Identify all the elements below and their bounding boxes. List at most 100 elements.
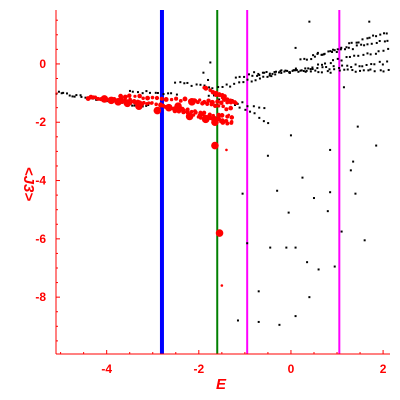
red-data-point bbox=[150, 95, 155, 100]
black-data-point bbox=[190, 84, 193, 87]
black-data-point bbox=[145, 90, 148, 93]
black-data-point bbox=[73, 95, 76, 98]
black-data-point bbox=[274, 73, 277, 76]
black-data-point bbox=[304, 70, 307, 73]
black-data-point bbox=[309, 68, 312, 71]
red-data-point bbox=[154, 102, 158, 107]
black-data-point bbox=[363, 44, 366, 47]
red-data-point bbox=[182, 96, 188, 102]
black-data-point bbox=[343, 48, 346, 51]
black-data-point bbox=[269, 246, 272, 249]
black-data-point bbox=[345, 46, 348, 49]
black-data-point bbox=[80, 95, 83, 98]
black-data-point bbox=[377, 50, 380, 53]
black-data-point bbox=[325, 66, 328, 69]
red-data-point bbox=[132, 98, 136, 103]
black-data-point bbox=[84, 96, 87, 99]
red-data-point bbox=[176, 109, 182, 114]
black-data-point bbox=[145, 104, 148, 107]
red-data-point-large bbox=[123, 99, 132, 108]
black-data-point bbox=[217, 86, 220, 89]
red-data-point bbox=[154, 95, 160, 101]
black-data-point bbox=[294, 246, 297, 249]
red-data-point bbox=[193, 110, 198, 115]
y-tick-label: -4 bbox=[35, 174, 46, 188]
black-data-point bbox=[353, 54, 356, 57]
red-data-point bbox=[169, 97, 174, 102]
black-data-point bbox=[386, 39, 389, 42]
black-data-point bbox=[326, 210, 329, 213]
black-data-point bbox=[268, 74, 271, 77]
black-data-point bbox=[385, 32, 388, 35]
black-data-point bbox=[323, 52, 326, 55]
red-data-point-large bbox=[201, 115, 210, 124]
black-data-point bbox=[340, 230, 343, 233]
black-data-point bbox=[367, 69, 370, 72]
red-data-point bbox=[219, 100, 224, 106]
black-data-point bbox=[263, 71, 266, 74]
plot-lines bbox=[159, 10, 341, 354]
black-data-point bbox=[208, 86, 211, 89]
black-data-point bbox=[236, 319, 239, 322]
black-data-point bbox=[356, 125, 359, 128]
black-data-point bbox=[350, 66, 353, 69]
black-data-point bbox=[249, 110, 252, 113]
black-data-point bbox=[297, 70, 300, 73]
red-data-point-large bbox=[215, 229, 224, 237]
black-data-point bbox=[199, 83, 202, 86]
black-data-point bbox=[141, 92, 144, 95]
black-data-point bbox=[246, 105, 249, 108]
red-data-point bbox=[198, 115, 203, 120]
black-data-point bbox=[258, 106, 261, 109]
y-tick-label: -2 bbox=[35, 115, 46, 129]
black-data-point bbox=[317, 268, 320, 271]
red-data-point bbox=[225, 121, 230, 126]
red-data-point bbox=[222, 94, 227, 99]
red-data-point bbox=[221, 104, 225, 109]
x-axis-label: E bbox=[216, 376, 227, 393]
black-data-point bbox=[211, 87, 214, 90]
black-data-point bbox=[308, 296, 311, 299]
y-tick-label: 0 bbox=[39, 57, 46, 71]
black-data-point bbox=[313, 55, 316, 58]
black-data-point bbox=[354, 70, 357, 73]
black-data-point bbox=[375, 41, 378, 44]
red-data-point bbox=[127, 93, 132, 98]
black-data-point bbox=[233, 82, 236, 85]
y-tick-label: -8 bbox=[35, 290, 46, 304]
black-data-point bbox=[348, 42, 351, 45]
black-data-point bbox=[333, 265, 336, 268]
black-data-point bbox=[289, 134, 292, 137]
y-tick-label: -6 bbox=[35, 232, 46, 246]
black-data-point bbox=[366, 52, 369, 55]
black-data-point bbox=[316, 51, 319, 54]
black-data-point bbox=[368, 20, 371, 23]
black-data-point bbox=[387, 47, 390, 50]
black-data-point bbox=[57, 90, 60, 93]
black-data-point bbox=[347, 46, 350, 49]
black-data-point bbox=[375, 144, 378, 147]
black-data-point bbox=[267, 122, 270, 125]
black-data-point bbox=[60, 92, 63, 95]
red-data-point bbox=[147, 101, 151, 105]
black-data-point bbox=[253, 112, 256, 115]
black-data-point bbox=[238, 81, 241, 84]
black-data-point bbox=[316, 52, 319, 55]
black-data-point bbox=[307, 67, 310, 70]
black-data-point bbox=[62, 91, 65, 94]
red-data-point bbox=[200, 101, 205, 106]
black-data-point bbox=[128, 89, 131, 92]
black-data-point bbox=[167, 92, 170, 95]
black-data-point bbox=[71, 95, 74, 98]
black-data-point bbox=[170, 92, 173, 95]
black-data-point bbox=[355, 44, 358, 47]
red-data-point bbox=[133, 94, 137, 98]
black-data-point bbox=[317, 63, 320, 66]
black-data-point bbox=[362, 53, 365, 56]
red-data-point bbox=[195, 100, 200, 105]
black-data-point bbox=[305, 58, 308, 61]
black-data-point bbox=[378, 60, 381, 63]
black-data-point bbox=[288, 71, 291, 74]
black-data-point bbox=[387, 68, 390, 71]
red-data-point-large bbox=[211, 118, 219, 127]
